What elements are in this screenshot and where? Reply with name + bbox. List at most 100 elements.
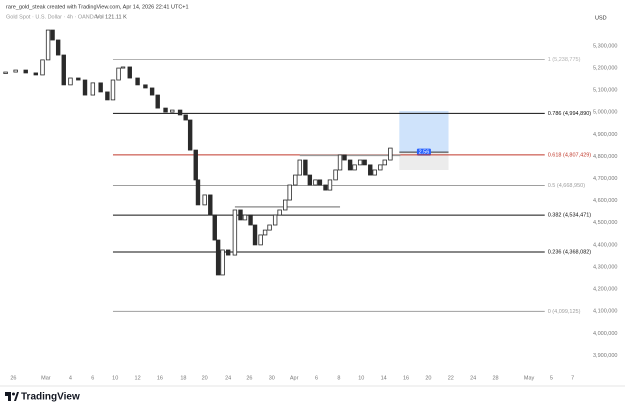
candle <box>248 214 253 226</box>
position-stop <box>399 152 449 170</box>
x-tick-label: 28 <box>492 375 498 381</box>
x-tick-label: 26 <box>10 375 16 381</box>
y-tick-label: 4,800,000 <box>593 154 617 160</box>
candle <box>208 194 213 216</box>
candle <box>317 179 323 186</box>
volume: Vol 121.11 K <box>96 14 127 20</box>
candle <box>368 164 373 176</box>
x-tick-label: 22 <box>448 375 454 381</box>
candle <box>333 169 338 181</box>
x-tick-label: 24 <box>225 375 231 381</box>
fib-label: 0.618 (4,807,429) <box>548 152 592 158</box>
y-tick-label: 4,300,000 <box>593 264 617 270</box>
candle <box>293 174 298 186</box>
candle <box>116 67 121 81</box>
candle <box>238 209 243 221</box>
candle <box>267 224 272 231</box>
header-title: rare_gold_steak created with TradingView… <box>6 4 189 10</box>
x-tick-label: Mar <box>41 375 51 381</box>
candle <box>61 54 66 86</box>
x-tick-label: 10 <box>358 375 364 381</box>
logo-mark <box>12 392 15 396</box>
candle <box>215 239 221 276</box>
candle <box>378 164 383 171</box>
x-tick-label: 5 <box>550 375 553 381</box>
position-label: 2.56 <box>419 150 430 156</box>
candle <box>262 229 268 236</box>
fib-label: 0.382 (4,534,471) <box>548 213 592 219</box>
candle <box>33 72 38 76</box>
candle <box>68 77 73 86</box>
candle <box>372 169 377 176</box>
candle <box>40 59 45 76</box>
x-tick-label: 6 <box>315 375 318 381</box>
symbol: Gold Spot · U.S. Dollar · 4h · OANDA <box>6 14 98 20</box>
candle <box>277 209 282 216</box>
x-tick-label: 16 <box>157 375 163 381</box>
candle <box>177 109 183 116</box>
fib-label: 0.236 (4,368,082) <box>548 249 592 255</box>
fib-label: 0 (4,099,125) <box>548 309 581 315</box>
candle <box>388 147 393 161</box>
candle <box>163 107 168 113</box>
x-tick-label: 30 <box>269 375 275 381</box>
logo <box>5 392 19 401</box>
candle <box>120 66 126 69</box>
x-tick-label: 7 <box>571 375 574 381</box>
candle <box>45 29 51 61</box>
candle <box>110 79 116 101</box>
candle <box>82 79 88 96</box>
candle <box>382 159 387 166</box>
candle <box>283 199 288 211</box>
y-tick-label: 4,600,000 <box>593 198 617 204</box>
candle <box>313 179 318 186</box>
candle <box>307 174 313 186</box>
y-tick-label: 5,300,000 <box>593 43 617 49</box>
candle <box>362 159 367 166</box>
candle <box>149 87 155 96</box>
y-tick-label: 4,900,000 <box>593 132 617 138</box>
y-tick-label: 4,100,000 <box>593 309 617 315</box>
candle <box>3 71 8 75</box>
y-tick-label: 4,400,000 <box>593 242 617 248</box>
candle <box>23 69 28 74</box>
x-tick-label: 6 <box>91 375 94 381</box>
fib-label: 1 (5,238,775) <box>548 57 581 63</box>
y-tick-label: 4,700,000 <box>593 176 617 182</box>
x-tick-label: 24 <box>470 375 476 381</box>
candle <box>337 154 343 171</box>
candle <box>76 77 81 81</box>
candle <box>252 224 258 246</box>
candle <box>183 114 188 121</box>
candle <box>232 209 238 256</box>
candle <box>127 66 132 79</box>
y-tick-label: 4,000,000 <box>593 331 617 337</box>
x-tick-label: May <box>524 375 535 381</box>
x-tick-label: 10 <box>112 375 118 381</box>
candle <box>258 234 263 246</box>
candle <box>287 184 292 201</box>
candle <box>187 119 193 151</box>
candle <box>13 69 18 73</box>
candle <box>225 249 231 256</box>
x-tick-label: 4 <box>69 375 72 381</box>
candle <box>195 179 201 206</box>
candle <box>155 94 160 109</box>
position-target <box>399 110 449 153</box>
logo-mark <box>8 392 11 401</box>
candle <box>135 77 140 86</box>
x-tick-label: 26 <box>246 375 252 381</box>
fib-label: 0.5 (4,668,950) <box>548 183 585 189</box>
logo-mark <box>14 392 19 401</box>
candle <box>90 82 96 96</box>
candle <box>342 154 347 161</box>
candle <box>220 249 225 276</box>
candle <box>55 39 61 56</box>
candle <box>357 159 363 166</box>
x-tick-label: 16 <box>403 375 409 381</box>
candle <box>202 194 207 206</box>
candle <box>105 91 110 101</box>
candle <box>212 214 217 241</box>
candle <box>347 159 353 171</box>
